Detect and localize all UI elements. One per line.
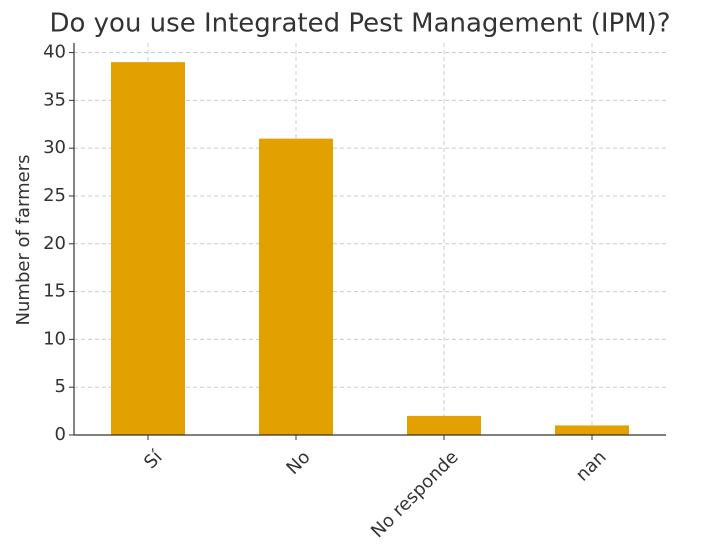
y-tick-label: 5 <box>55 376 66 397</box>
bar <box>111 62 185 436</box>
x-tick-label: No responde <box>367 447 462 542</box>
y-tick-label: 15 <box>43 281 66 302</box>
y-axis-label: Number of farmers <box>13 155 34 326</box>
y-tick-label: 40 <box>43 42 66 63</box>
y-tick-label: 25 <box>43 185 66 206</box>
y-tick-label: 30 <box>43 137 66 158</box>
y-tick-label: 10 <box>43 328 66 349</box>
chart-title: Do you use Integrated Pest Management (I… <box>49 9 670 39</box>
y-tick-label: 20 <box>43 233 66 254</box>
y-tick-label: 35 <box>43 89 66 110</box>
bar <box>259 138 333 436</box>
x-tick-label: nan <box>572 447 611 486</box>
x-tick-label: Sí <box>140 446 167 473</box>
x-tick-label: No <box>282 447 314 479</box>
y-tick-label: 0 <box>55 424 66 445</box>
bar <box>555 425 629 435</box>
bar <box>407 415 481 435</box>
